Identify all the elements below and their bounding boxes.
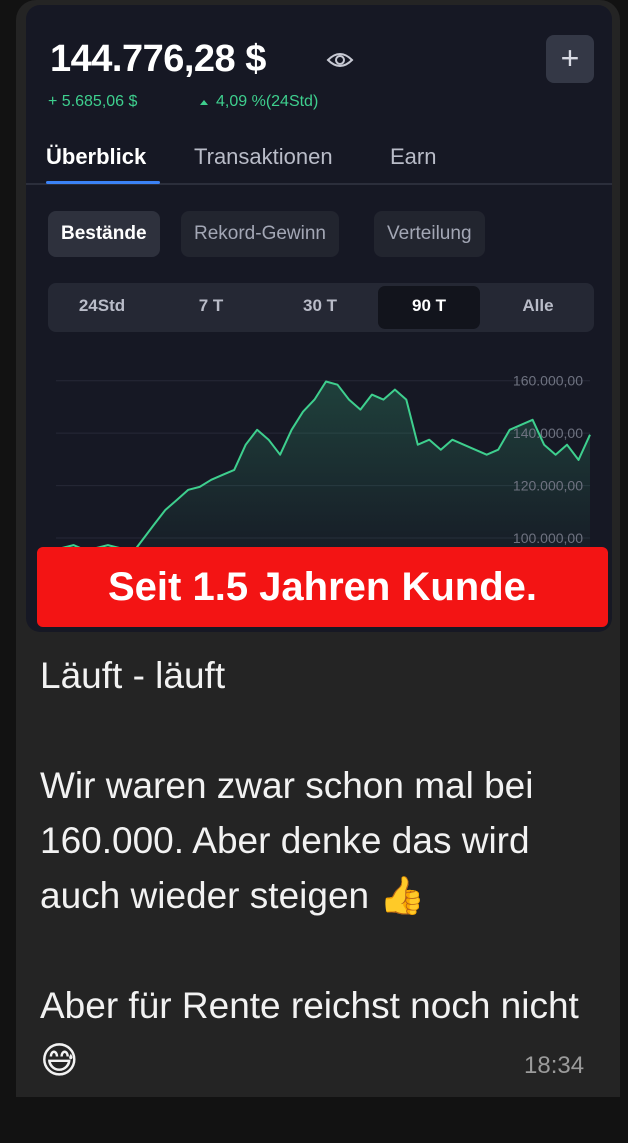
tab[interactable]: Überblick (46, 144, 147, 169)
tab[interactable]: Earn (390, 144, 437, 169)
chart: 100.000,00 120.000,00 140.000,00 160.000,00 (56, 373, 591, 559)
filter-chip[interactable]: Bestände (48, 211, 160, 257)
range-option[interactable]: 30 T (302, 296, 338, 315)
tab-divider (26, 183, 612, 185)
y-tick-label: 140.000,00 (513, 425, 583, 441)
range-option[interactable]: 24Std (78, 296, 126, 315)
range-option[interactable]: 7 T (198, 296, 224, 315)
price-line (61, 380, 591, 557)
change-percent: 4,09 %(24Std) (216, 93, 319, 110)
message-paragraph: Wir waren zwar schon mal bei 160.000. Ab… (40, 765, 534, 916)
message-text: Läuft - läuft Wir waren zwar schon mal b… (40, 648, 606, 1143)
timestamp: 18:34 (524, 1052, 585, 1079)
y-tick-label: 100.000,00 (513, 530, 583, 546)
range-option[interactable]: Alle (522, 296, 554, 315)
range-option[interactable]: 90 T (411, 296, 447, 315)
filter-chip[interactable]: Rekord-Gewinn (181, 211, 339, 257)
area-fill (62, 381, 590, 559)
change-absolute: + 5.685,06 $ (48, 93, 138, 110)
eye-icon[interactable] (326, 50, 354, 70)
balance: 144.776,28 $ (50, 38, 266, 80)
range-bar (48, 283, 594, 332)
range-selected (378, 286, 480, 329)
screen: {"app": {"balance": "144.776,28 $", "cha… (16, 0, 620, 1097)
page: Chat screenshot html, body { margin: 0; … (16, 0, 620, 1097)
y-tick-label: 160.000,00 (513, 373, 583, 389)
tab[interactable]: Transaktionen (194, 144, 333, 169)
y-tick-label: 120.000,00 (513, 478, 583, 494)
message-paragraph: Läuft - läuft (40, 655, 226, 696)
up-arrow (200, 100, 208, 105)
banner: Seit 1.5 Jahren Kunde. (37, 547, 608, 627)
message-paragraph: Aber für Rente reichst noch nicht 😅 (40, 985, 579, 1081)
filter-chip[interactable]: Verteilung (374, 211, 485, 257)
add-button[interactable]: + (546, 35, 594, 83)
tab-indicator (46, 181, 160, 184)
